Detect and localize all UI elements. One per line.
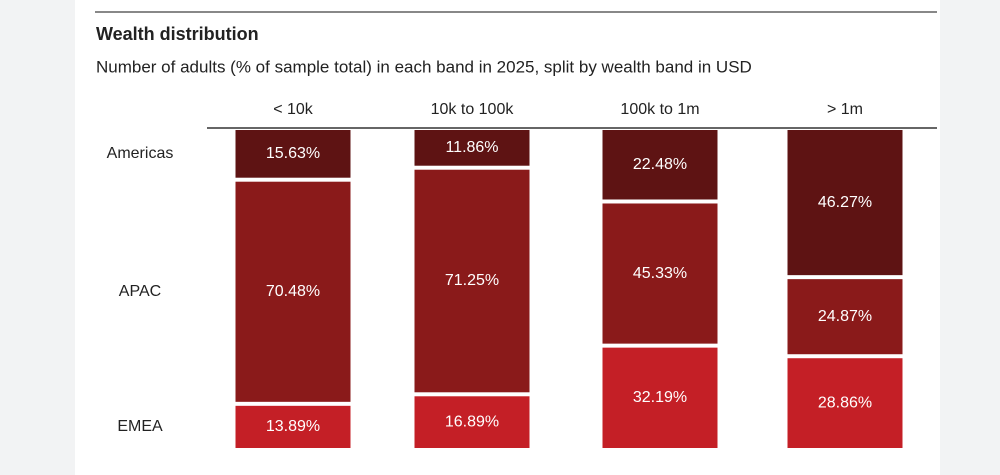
value-label: 16.89% <box>445 413 499 430</box>
bar-segment <box>414 130 530 166</box>
bar-segment <box>235 181 351 402</box>
bar-segment <box>414 396 530 448</box>
bar-segment <box>414 169 530 393</box>
category-label: > 1m <box>827 101 863 118</box>
bar-segment <box>235 130 351 178</box>
category-label: < 10k <box>273 101 314 118</box>
value-label: 71.25% <box>445 272 499 289</box>
bar-segment <box>787 358 903 448</box>
value-label: 22.48% <box>633 156 687 173</box>
series-label: APAC <box>119 283 161 300</box>
value-label: 32.19% <box>633 389 687 406</box>
series-label: EMEA <box>117 418 163 435</box>
value-label: 13.89% <box>266 418 320 435</box>
bar-segment <box>602 347 718 448</box>
value-label: 24.87% <box>818 308 872 325</box>
bar-segment <box>602 203 718 344</box>
series-label: Americas <box>107 145 174 162</box>
category-label: 100k to 1m <box>620 101 699 118</box>
value-label: 46.27% <box>818 194 872 211</box>
value-label: 70.48% <box>266 283 320 300</box>
chart-title: Wealth distribution <box>96 24 259 44</box>
category-label: 10k to 100k <box>431 101 515 118</box>
value-label: 45.33% <box>633 265 687 282</box>
bar-segment <box>235 405 351 448</box>
value-label: 28.86% <box>818 394 872 411</box>
value-label: 15.63% <box>266 145 320 162</box>
bar-segment <box>787 130 903 276</box>
bar-segment <box>787 279 903 355</box>
value-label: 11.86% <box>445 139 498 156</box>
chart-subtitle: Number of adults (% of sample total) in … <box>96 57 752 76</box>
bar-segment <box>602 130 718 200</box>
